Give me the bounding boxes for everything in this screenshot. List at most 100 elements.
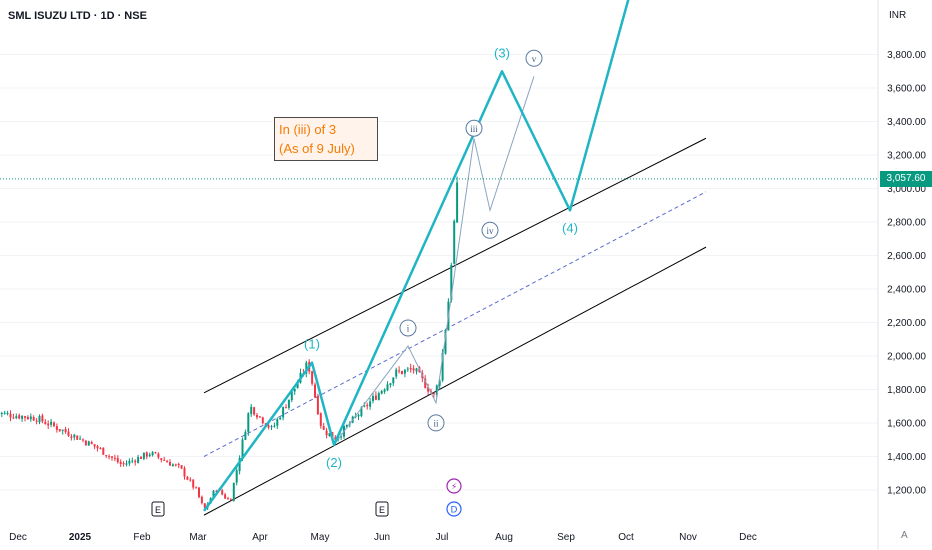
minor-wave-label: iv [486, 226, 494, 236]
candle-body [383, 389, 386, 392]
y-tick-label: 1,200.00 [887, 486, 926, 497]
candle-body [444, 329, 447, 354]
candle-body [70, 436, 73, 438]
y-tick-label: 2,600.00 [887, 251, 926, 262]
candle-body [38, 416, 41, 423]
candle-body [53, 422, 55, 426]
candle-body [189, 479, 192, 481]
candle-body [41, 415, 44, 422]
minor-wave-label: v [532, 54, 537, 64]
candle-body [9, 413, 12, 418]
candle-body [427, 387, 430, 392]
candle-body [453, 220, 456, 264]
candle-body [224, 494, 227, 499]
split-marker [446, 478, 462, 494]
candle-body [395, 369, 398, 377]
candle-body [21, 415, 24, 419]
candle-body [296, 383, 299, 389]
candle-body [116, 458, 119, 463]
candle-body [386, 384, 389, 391]
candle-body [93, 444, 96, 447]
y-tick-label: 1,600.00 [887, 419, 926, 430]
candle-body [372, 396, 374, 401]
candle-body [166, 461, 169, 463]
candle-body [438, 380, 441, 386]
candle-body [406, 368, 409, 370]
candle-body [340, 436, 343, 438]
candle-body [44, 421, 47, 425]
candle-body [360, 407, 363, 416]
candle-body [177, 463, 180, 466]
minor-wave-line [333, 76, 535, 446]
candle-body [134, 460, 137, 463]
x-tick-label: 2025 [69, 532, 92, 543]
channel-midline [203, 191, 707, 457]
x-tick-label: Oct [618, 532, 634, 543]
y-tick-label: 3,800.00 [887, 50, 926, 61]
candle-body [195, 487, 198, 489]
candle-body [186, 476, 189, 480]
dividend-marker [446, 501, 462, 517]
y-tick-label: 1,800.00 [887, 385, 926, 396]
primary-wave-label: (3) [494, 45, 510, 60]
candle-body [316, 396, 319, 415]
candle-body [363, 405, 366, 407]
candle-body [267, 425, 270, 428]
x-tick-label: May [311, 532, 330, 543]
y-tick-label: 1,400.00 [887, 452, 926, 463]
candle-body [198, 487, 200, 498]
candle-body [409, 368, 412, 370]
candle-body [29, 416, 32, 420]
candle-body [229, 499, 232, 501]
elliott-wave-lines [202, 0, 630, 512]
candle-body [105, 455, 108, 457]
y-axis: 1,200.00 1,400.00 1,600.00 1,800.00 2,000.00… [877, 0, 926, 550]
candle-body [273, 425, 276, 427]
dividend-marker-label: D [451, 506, 458, 516]
candle-body [32, 417, 35, 421]
candle-body [154, 452, 157, 454]
candle-body [58, 428, 61, 431]
candle-body [322, 426, 325, 430]
candle-body [169, 461, 171, 466]
brand-mark[interactable]: A [901, 530, 908, 541]
x-tick-label: Sep [557, 532, 575, 543]
candle-body [35, 420, 38, 422]
channel-line [203, 246, 707, 516]
candle-body [293, 388, 296, 392]
candle-body [374, 395, 377, 400]
minor-wave-circle [525, 49, 543, 67]
candle-body [200, 496, 203, 504]
x-tick-label: Jun [374, 532, 390, 543]
candle-body [128, 460, 131, 464]
candle-body [82, 439, 84, 441]
candle-body [47, 423, 50, 426]
candle-body [412, 368, 415, 371]
last-price-badge: 3,057.60 [880, 171, 932, 187]
candle-body [203, 503, 206, 509]
candle-body [285, 407, 287, 409]
candle-body [328, 433, 331, 437]
candle-body [403, 369, 406, 374]
x-tick-label: Mar [189, 532, 207, 543]
currency-label[interactable]: INR [889, 10, 907, 21]
candle-body [290, 391, 293, 401]
candle-body [369, 401, 372, 407]
candle-body [140, 457, 142, 459]
x-tick-label: Dec [739, 532, 757, 543]
candle-body [244, 431, 247, 440]
earnings-marker-label: E [379, 505, 385, 515]
split-marker-label: ⚡ [451, 483, 457, 493]
candle-body [261, 417, 264, 424]
x-tick-label: Jul [436, 532, 449, 543]
candle-body [212, 490, 215, 499]
candle-body [345, 424, 348, 428]
x-tick-label: Dec [9, 532, 27, 543]
candle-body [145, 452, 148, 457]
candle-body [119, 461, 122, 464]
candle-body [160, 458, 163, 460]
primary-wave-label: (1) [304, 337, 320, 352]
x-axis: Dec 2025 Feb Mar Apr May Jun Jul Aug Sep Oct Nov Dec [9, 532, 757, 543]
